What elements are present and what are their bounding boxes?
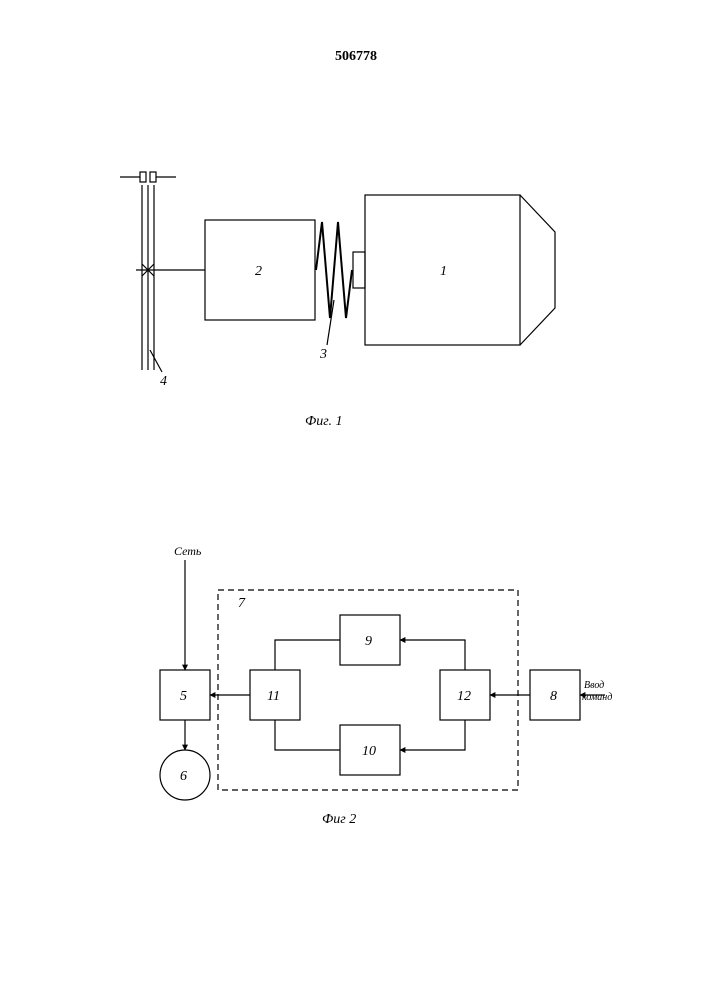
fig2-arrow-12-to-10 xyxy=(400,720,465,750)
fig1-label-3: 3 xyxy=(319,347,327,362)
fig2-dash-box xyxy=(218,590,518,790)
fig1-label-4: 4 xyxy=(160,374,167,389)
fig1-bearing xyxy=(120,172,176,182)
fig2-label-9: 9 xyxy=(365,634,372,649)
fig2-label-5: 5 xyxy=(180,689,187,704)
fig1-caption: Фиг. 1 xyxy=(305,414,343,429)
fig1-label-2: 2 xyxy=(255,264,262,279)
fig1-label-1: 1 xyxy=(440,264,447,279)
fig2-right-label-2: команд xyxy=(582,692,612,703)
diagram-svg: 506778 xyxy=(0,0,707,1000)
fig2-label-6: 6 xyxy=(180,769,187,784)
fig2-right-label-1: Ввод xyxy=(584,680,604,691)
fig2-arrow-9-to-11 xyxy=(275,640,340,670)
fig1-belt xyxy=(142,185,154,370)
fig1 xyxy=(120,172,555,372)
doc-number: 506778 xyxy=(335,49,377,64)
fig2-arrow-10-to-11 xyxy=(275,720,340,750)
fig1-leader-4 xyxy=(150,350,162,372)
fig2 xyxy=(160,560,605,800)
fig1-block-1 xyxy=(353,195,555,345)
page: { "page": { "width": 707, "height": 1000… xyxy=(0,0,707,1000)
fig2-label-10: 10 xyxy=(362,744,376,759)
fig2-label-11: 11 xyxy=(267,689,280,704)
fig2-arrow-12-to-9 xyxy=(400,640,465,670)
fig2-label-8: 8 xyxy=(550,689,557,704)
fig2-label-7: 7 xyxy=(238,596,246,611)
fig2-label-12: 12 xyxy=(457,689,471,704)
fig2-top-label: Сеть xyxy=(174,544,202,558)
fig2-caption: Фиг 2 xyxy=(322,812,356,827)
